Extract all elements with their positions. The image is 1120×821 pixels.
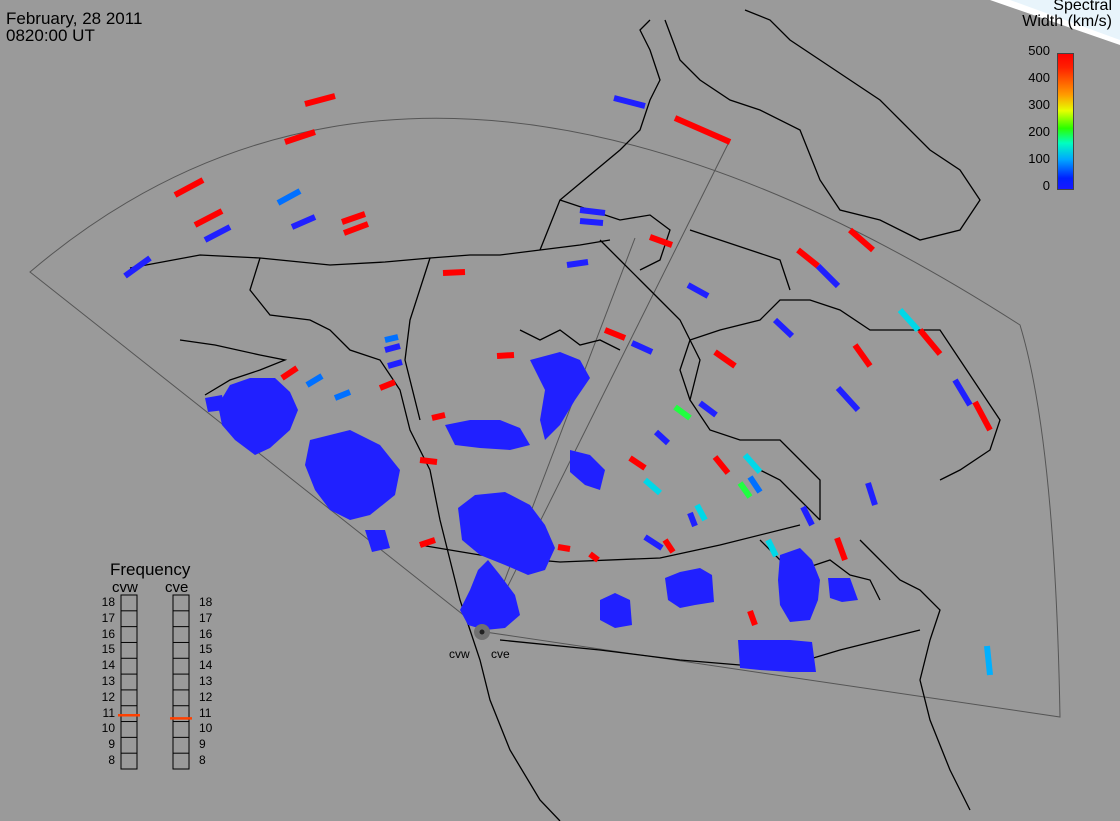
corner-highlight	[990, 0, 1120, 45]
frequency-level-label: 14	[199, 658, 213, 673]
frequency-level-label: 12	[199, 689, 213, 704]
frequency-level-label: 17	[101, 610, 115, 625]
frequency-level-label: 9	[199, 737, 206, 752]
frequency-level-label: 15	[199, 642, 213, 657]
radar-sites	[474, 624, 490, 640]
frequency-cve-label: cve	[165, 579, 189, 596]
frequency-level-label: 10	[199, 721, 213, 736]
frequency-level-label: 18	[101, 594, 115, 609]
frequency-level-label: 16	[101, 626, 115, 641]
frequency-cvw-label: cvw	[112, 579, 138, 596]
frequency-level-label: 14	[101, 658, 115, 673]
radar-echoes	[123, 93, 993, 676]
colorbar-tick: 100	[1028, 151, 1050, 166]
frequency-level-label: 18	[199, 594, 213, 609]
frequency-level-label: 8	[108, 753, 115, 768]
colorbar-tick: 300	[1028, 97, 1050, 112]
colorbar-tick: 0	[1042, 178, 1050, 193]
date-label: February, 28 2011	[6, 9, 143, 28]
radar-label-cvw: cvw	[449, 647, 470, 661]
frequency-level-label: 11	[199, 705, 212, 720]
frequency-level-label: 13	[101, 674, 115, 688]
colorbar-tick: 400	[1028, 70, 1050, 85]
radar-label-cve: cve	[491, 647, 510, 661]
colorbar-title: Spectral Width (km/s)	[1022, 0, 1112, 30]
echo-patches	[205, 352, 858, 672]
colorbar	[1057, 53, 1074, 190]
colorbar-title-line2: Width (km/s)	[1022, 13, 1112, 30]
frequency-level-label: 12	[101, 689, 115, 704]
coastlines	[129, 9, 1001, 821]
frequency-level-label: 8	[199, 753, 206, 768]
colorbar-title-line1: Spectral	[1053, 0, 1112, 14]
frequency-level-label: 15	[101, 642, 115, 657]
colorbar-tick: 200	[1028, 124, 1050, 139]
frequency-level-label: 11	[102, 705, 115, 720]
time-label: 0820:00 UT	[6, 26, 95, 45]
frequency-level-label: 9	[108, 737, 115, 752]
frequency-level-label: 10	[101, 721, 115, 736]
frequency-title: Frequency	[110, 560, 191, 579]
frequency-level-label: 17	[199, 610, 213, 625]
frequency-level-label: 13	[199, 674, 213, 688]
colorbar-tick: 500	[1028, 43, 1050, 58]
frequency-level-label: 16	[199, 626, 213, 641]
